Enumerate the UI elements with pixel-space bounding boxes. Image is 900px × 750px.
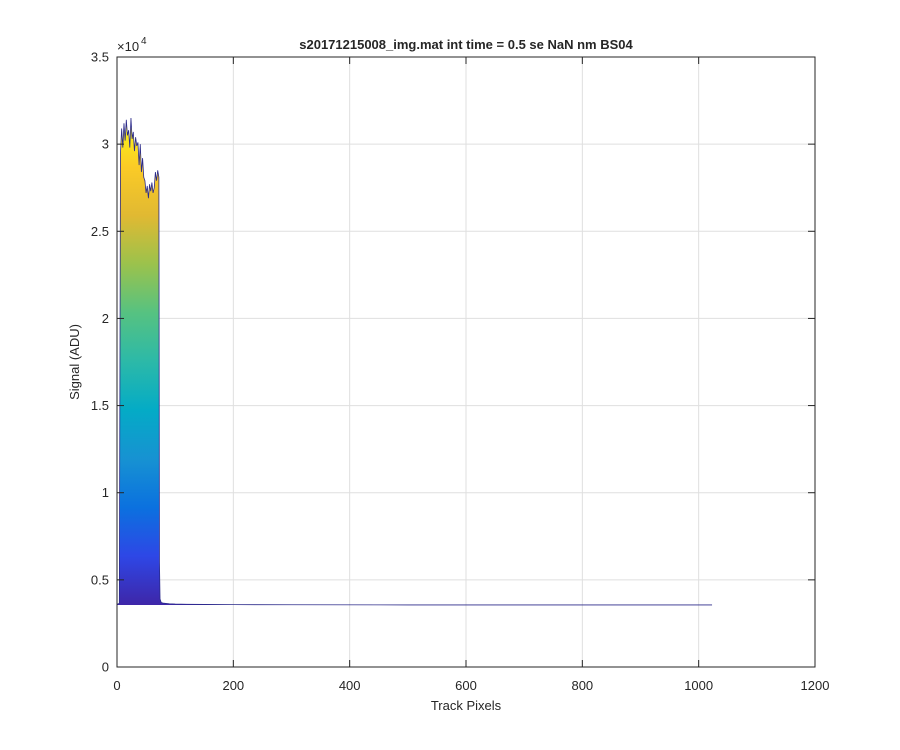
y-tick-label: 1.5 (91, 398, 109, 413)
y-tick-label: 2 (102, 311, 109, 326)
y-exponent-base: ×10 (117, 39, 139, 54)
y-exponent-power: 4 (141, 36, 147, 47)
plot-area (117, 117, 713, 606)
x-tick-label: 600 (455, 678, 477, 693)
chart-title: s20171215008_img.mat int time = 0.5 se N… (299, 37, 633, 52)
grid-lines (117, 57, 815, 667)
signal-line (117, 117, 713, 606)
x-tick-label: 1000 (684, 678, 713, 693)
x-tick-label: 800 (571, 678, 593, 693)
y-tick-label: 0.5 (91, 572, 109, 587)
axis-ticks (116, 56, 816, 668)
x-tick-label: 200 (222, 678, 244, 693)
y-axis-label: Signal (ADU) (67, 324, 82, 400)
y-tick-label: 3.5 (91, 50, 109, 65)
y-tick-labels: 0 0.5 1 1.5 2 2.5 3 3.5 (91, 50, 109, 675)
y-tick-label: 1 (102, 485, 109, 500)
y-tick-label: 3 (102, 137, 109, 152)
y-tick-label: 2.5 (91, 224, 109, 239)
x-tick-label: 0 (113, 678, 120, 693)
x-tick-labels: 0 200 400 600 800 1000 1200 (113, 678, 829, 693)
x-tick-label: 1200 (801, 678, 830, 693)
x-axis-label: Track Pixels (431, 698, 502, 713)
y-tick-label: 0 (102, 660, 109, 675)
x-tick-label: 400 (339, 678, 361, 693)
